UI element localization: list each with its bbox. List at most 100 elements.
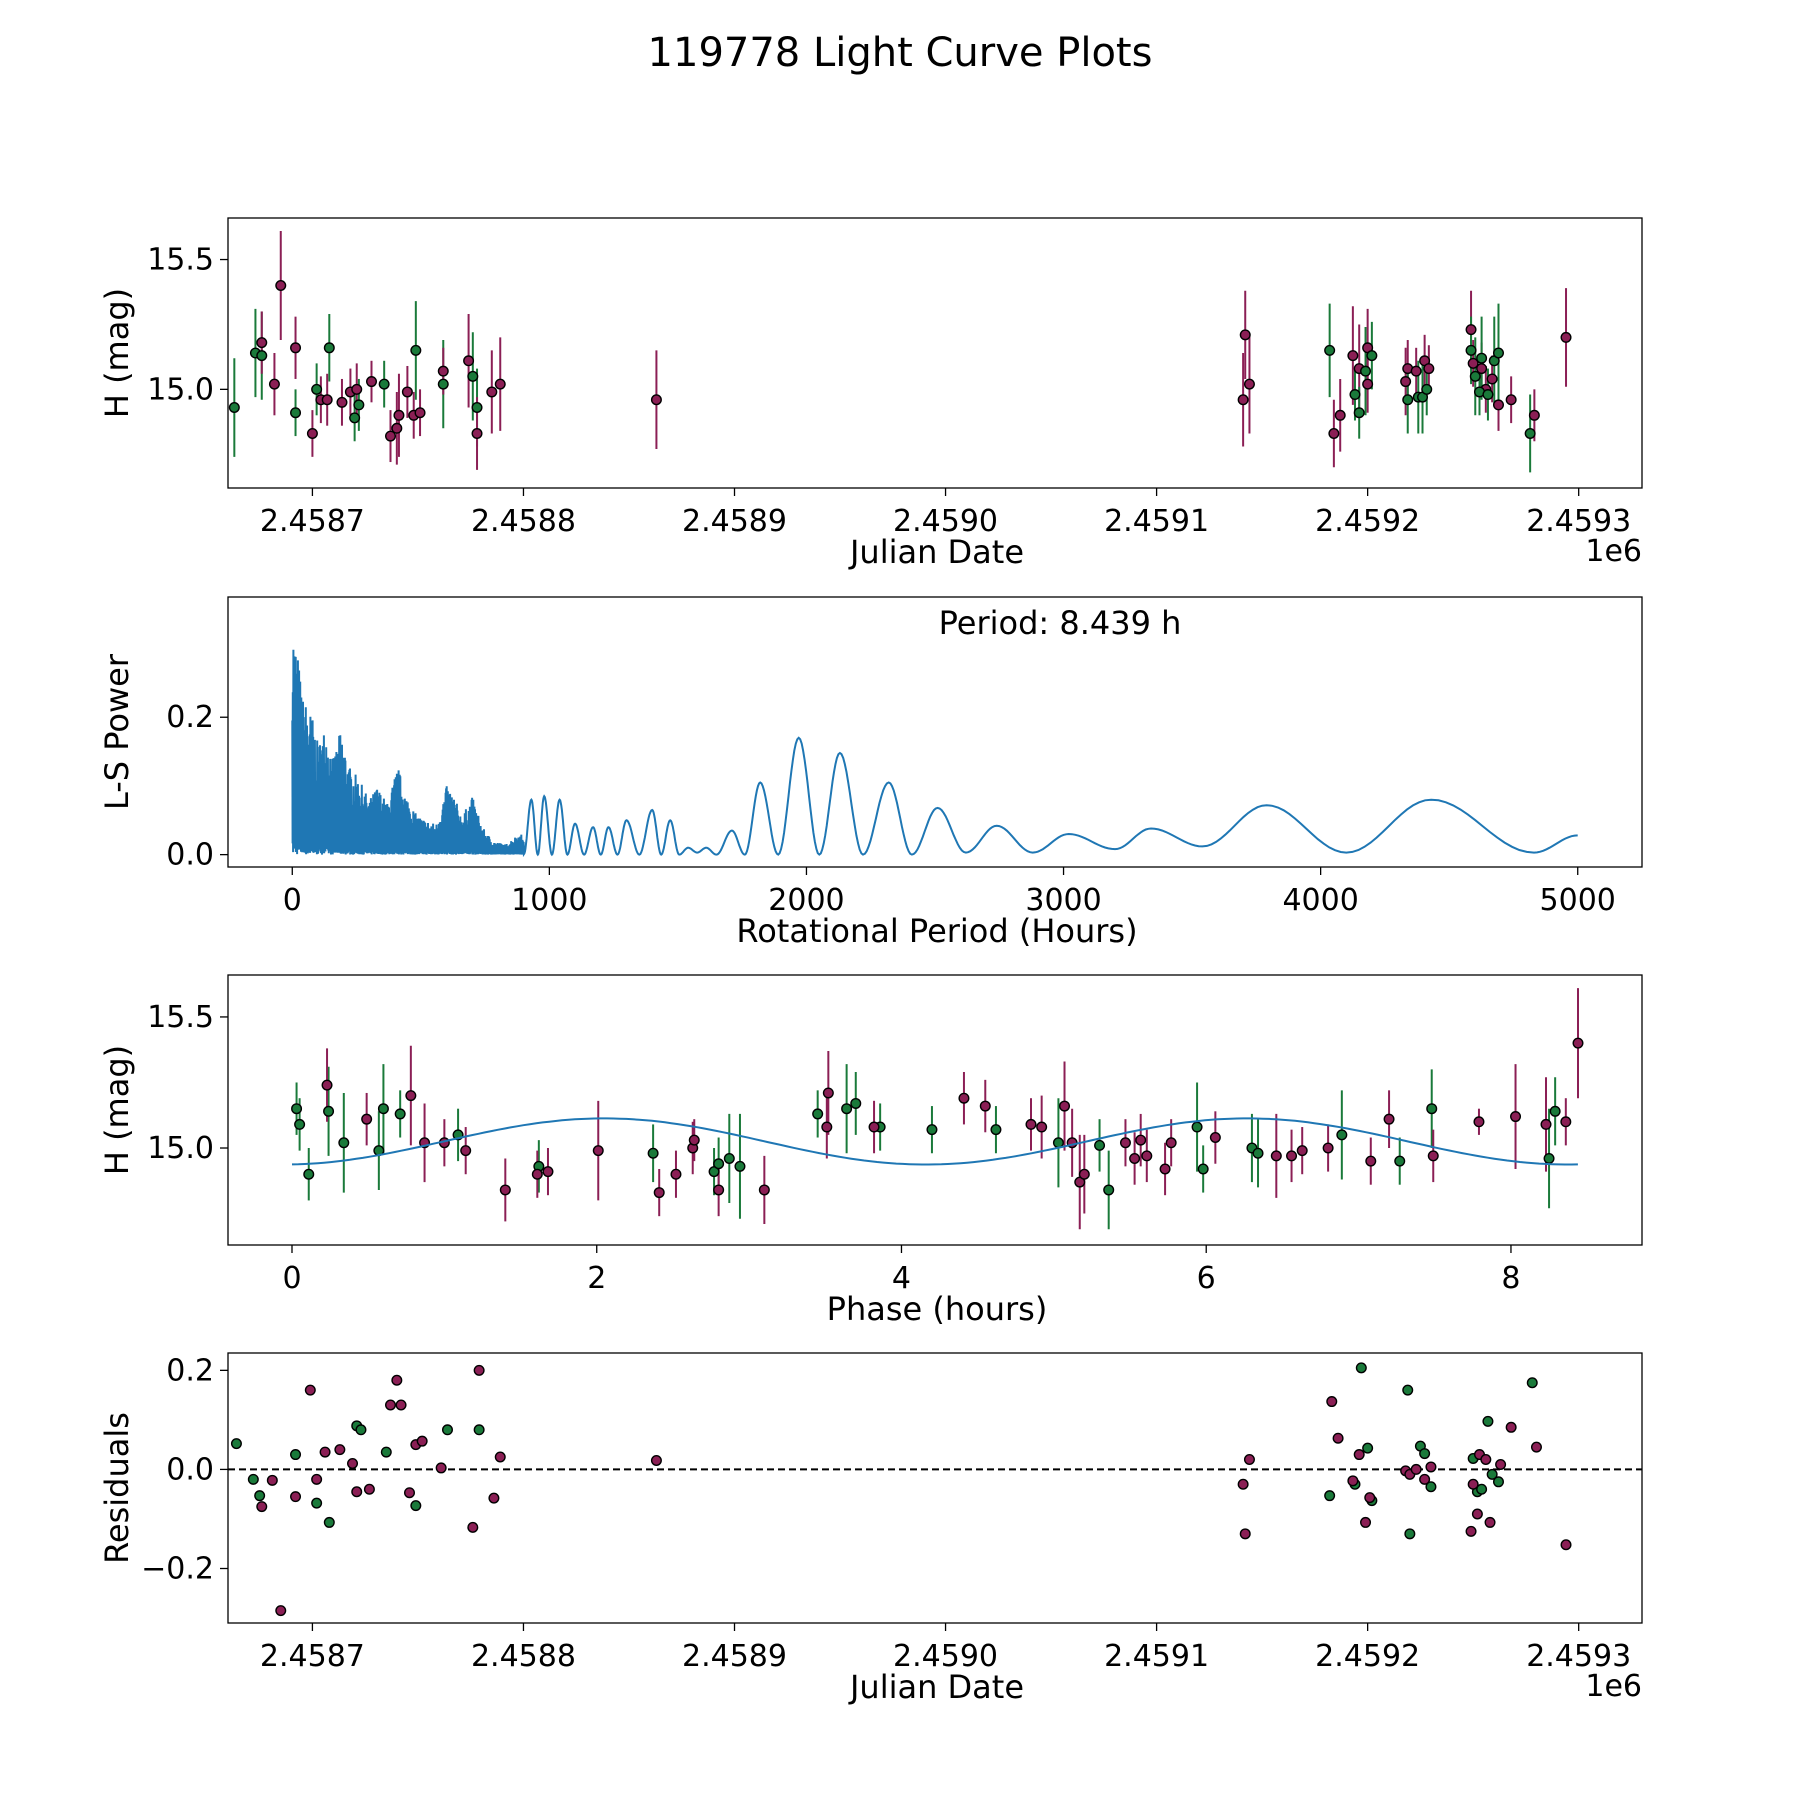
- data-point: [230, 1438, 242, 1450]
- data-point: [323, 342, 335, 354]
- data-point: [463, 355, 475, 367]
- x-axis-label: Rotational Period (Hours): [736, 912, 1137, 950]
- x-axis-label: Phase (hours): [827, 1290, 1048, 1328]
- data-point: [1159, 1163, 1171, 1175]
- data-point: [355, 1424, 367, 1436]
- data-point: [713, 1158, 725, 1170]
- data-point: [275, 1605, 287, 1617]
- y-tick-label: 0.2: [166, 700, 214, 735]
- data-point: [303, 1168, 315, 1180]
- data-point: [1324, 344, 1336, 356]
- data-point: [868, 1121, 880, 1133]
- points-layer: [291, 988, 1584, 1230]
- data-point: [653, 1187, 665, 1199]
- data-point: [1270, 1150, 1282, 1162]
- data-point: [1402, 394, 1414, 406]
- data-point: [531, 1168, 543, 1180]
- x-tick-label: 2.4589: [682, 1639, 787, 1674]
- data-point: [473, 1364, 485, 1376]
- data-point: [1469, 370, 1481, 382]
- data-point: [1094, 1139, 1106, 1151]
- data-point: [1074, 1176, 1086, 1188]
- points-layer: [230, 1362, 1572, 1617]
- data-point: [256, 337, 268, 349]
- x-tick-label: 2.4592: [1315, 1639, 1420, 1674]
- data-point: [1560, 1539, 1572, 1551]
- data-point: [460, 1145, 472, 1157]
- data-point: [410, 344, 422, 356]
- data-point: [467, 370, 479, 382]
- data-point: [290, 407, 302, 419]
- data-point: [650, 394, 662, 406]
- data-point: [1141, 1150, 1153, 1162]
- data-point: [1465, 1525, 1477, 1537]
- data-point: [410, 1500, 422, 1512]
- data-point: [1362, 1442, 1374, 1454]
- data-point: [1135, 1134, 1147, 1146]
- data-point: [1119, 1137, 1131, 1149]
- data-point: [256, 350, 268, 362]
- x-tick-label: 8: [1501, 1261, 1520, 1296]
- x-offset-label: 1e6: [1585, 1669, 1642, 1704]
- data-point: [1467, 357, 1479, 369]
- x-tick-label: 2.4587: [260, 504, 365, 539]
- data-point: [1243, 1454, 1255, 1466]
- data-point: [321, 1079, 333, 1091]
- x-tick-label: 2.4590: [893, 504, 998, 539]
- data-point: [1324, 1490, 1336, 1502]
- data-point: [380, 1446, 392, 1458]
- data-point: [1355, 1362, 1367, 1374]
- data-point: [1427, 1150, 1439, 1162]
- points-layer: [228, 230, 1572, 473]
- data-point: [1526, 1377, 1538, 1389]
- data-point: [353, 399, 365, 411]
- data-point: [1239, 1528, 1251, 1540]
- data-point: [275, 280, 287, 292]
- data-point: [958, 1092, 970, 1104]
- data-point: [336, 396, 348, 408]
- data-point: [1328, 427, 1340, 439]
- data-point: [1252, 1147, 1264, 1159]
- data-point: [473, 1424, 485, 1436]
- y-tick-label: 15.5: [147, 1000, 214, 1035]
- data-point: [1296, 1145, 1308, 1157]
- model-curve: [291, 1117, 1578, 1166]
- data-point: [1366, 350, 1378, 362]
- data-point: [405, 1090, 417, 1102]
- data-point: [1482, 389, 1494, 401]
- data-point: [713, 1184, 725, 1196]
- data-point: [592, 1145, 604, 1157]
- data-point: [1336, 1129, 1348, 1141]
- x-tick-label: 2.4587: [260, 1639, 365, 1674]
- data-point: [319, 1446, 331, 1458]
- data-point: [294, 1118, 306, 1130]
- data-point: [1349, 389, 1361, 401]
- data-point: [670, 1168, 682, 1180]
- data-point: [311, 383, 323, 395]
- data-point: [401, 386, 413, 398]
- data-point: [1426, 1103, 1438, 1115]
- data-point: [1209, 1132, 1221, 1144]
- x-tick-label: 2.4591: [1104, 504, 1209, 539]
- data-point: [304, 1384, 316, 1396]
- data-point: [647, 1147, 659, 1159]
- x-tick-label: 2.4591: [1104, 1639, 1209, 1674]
- y-tick-label: 0.0: [166, 838, 214, 873]
- periodogram-line: [291, 649, 1578, 858]
- x-tick-label: 3000: [1025, 883, 1101, 918]
- periodogram-panel: 0 1000 2000 3000 4000 5000 0.0 0.2 Rotational Pe…: [98, 596, 1643, 950]
- x-tick-label: 0: [283, 883, 302, 918]
- data-point: [291, 1103, 303, 1115]
- data-point: [1473, 1116, 1485, 1128]
- data-point: [1322, 1142, 1334, 1154]
- data-point: [1353, 1449, 1365, 1461]
- data-point: [688, 1134, 700, 1146]
- data-point: [1347, 1475, 1359, 1487]
- data-point: [841, 1103, 853, 1115]
- data-point: [1476, 352, 1488, 364]
- data-point: [1423, 363, 1435, 375]
- data-point: [363, 1483, 375, 1495]
- data-point: [1421, 383, 1433, 395]
- y-axis-label: Residuals: [98, 1412, 136, 1564]
